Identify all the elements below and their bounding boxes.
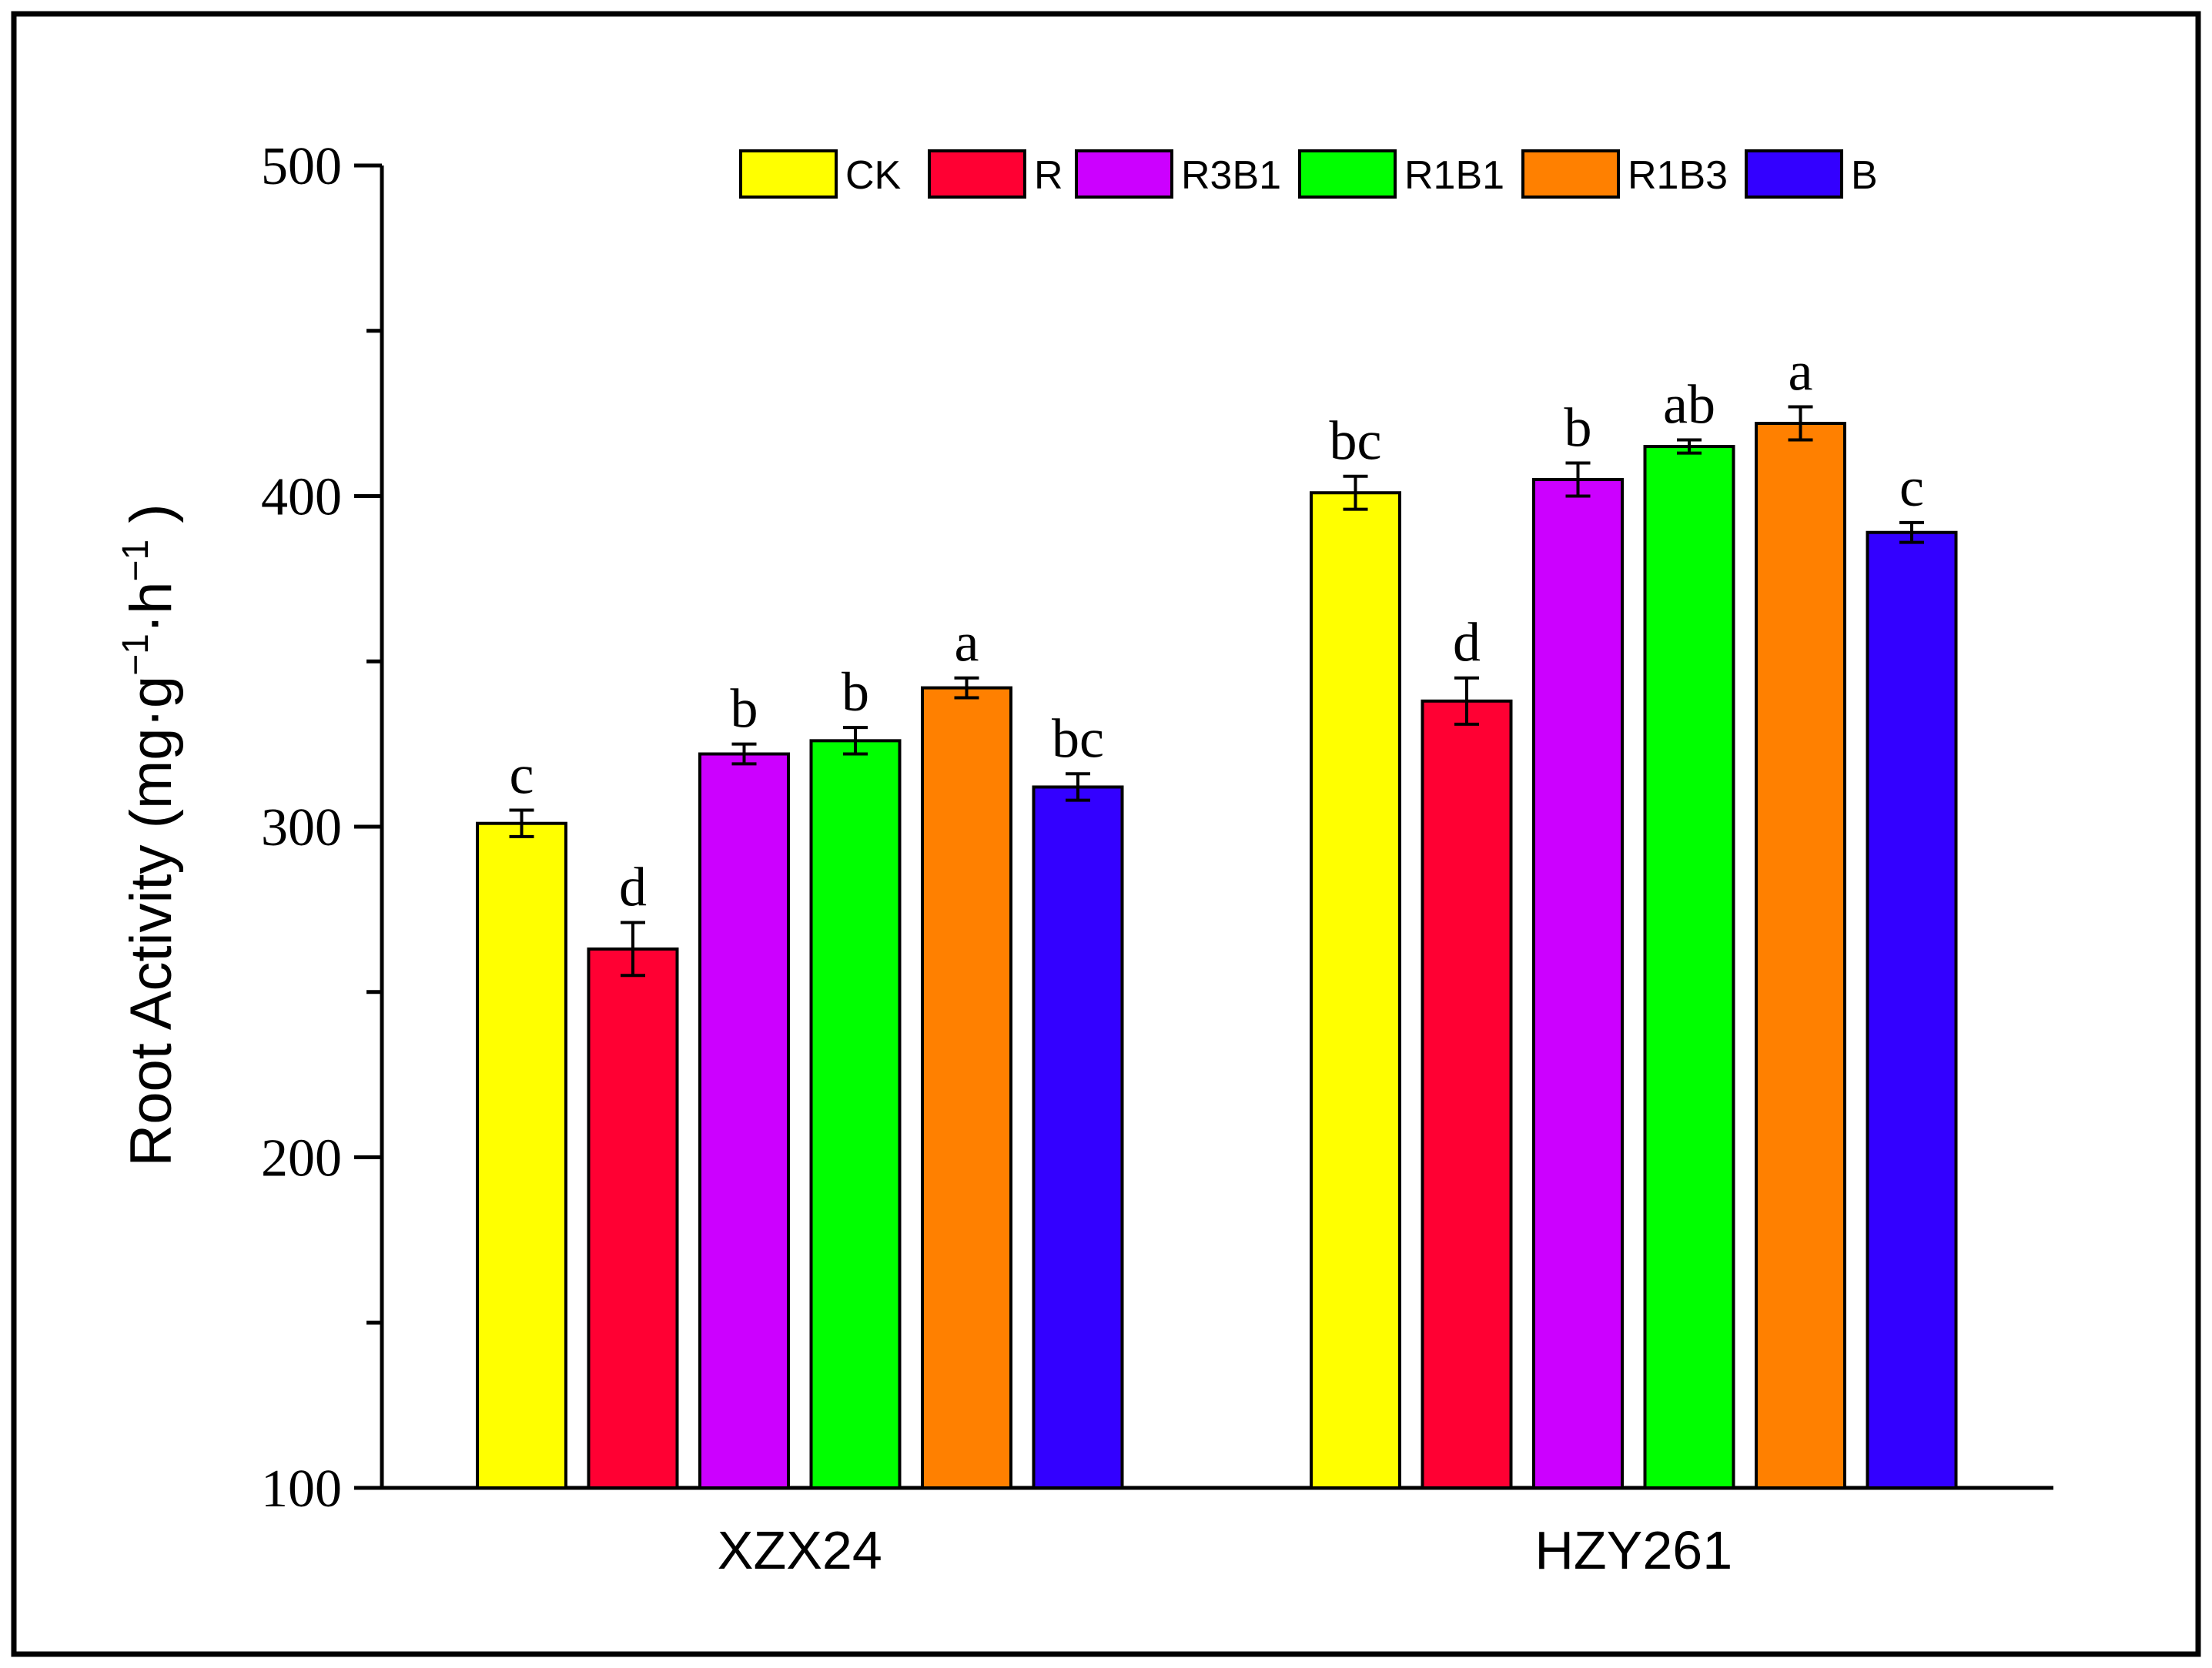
y-tick-label: 200 xyxy=(261,1129,342,1188)
bar-hzy261-r1b1 xyxy=(1643,445,1735,1490)
significance-letter-hzy261-ck: bc xyxy=(1330,410,1382,472)
y-axis-title: Root Activity (mg·g−1·h−1 ) xyxy=(115,503,184,1166)
bar-xzx24-r xyxy=(587,947,679,1490)
bar-hzy261-r3b1 xyxy=(1532,478,1624,1489)
y-tick-label: 400 xyxy=(261,468,342,527)
significance-letter-xzx24-ck: c xyxy=(510,744,534,806)
legend-swatch-r3b1 xyxy=(1075,149,1173,199)
bar-hzy261-ck xyxy=(1310,491,1401,1490)
bar-hzy261-r xyxy=(1421,699,1513,1489)
legend-swatch-b xyxy=(1745,149,1843,199)
bars: c d b b a bc bc d b ab a c xyxy=(476,341,1958,1490)
significance-letter-xzx24-r3b1: b xyxy=(731,678,758,740)
significance-letter-xzx24-r1b1: b xyxy=(842,661,869,723)
significance-letter-xzx24-r1b3: a xyxy=(955,612,979,674)
y-axis-title-sup-2: −1 xyxy=(115,540,156,582)
significance-letter-xzx24-b: bc xyxy=(1052,707,1104,769)
significance-letter-hzy261-b: c xyxy=(1899,456,1924,518)
legend: CK R R3B1 R1B1 R1B3 B xyxy=(739,149,1878,199)
significance-letter-xzx24-r: d xyxy=(619,857,647,918)
bar-xzx24-r1b1 xyxy=(809,739,902,1489)
legend-label-r1b1: R1B1 xyxy=(1404,153,1504,198)
bar-xzx24-b xyxy=(1032,785,1124,1489)
legend-swatch-r1b1 xyxy=(1298,149,1397,199)
legend-label-r: R xyxy=(1034,153,1063,198)
x-tick-label-xzx24: XZX24 xyxy=(718,1520,882,1580)
significance-letter-hzy261-r3b1: b xyxy=(1564,397,1592,459)
x-tick-label-hzy261: HZY261 xyxy=(1534,1520,1732,1580)
y-axis-title-mid: ·h xyxy=(119,582,184,634)
legend-label-b: B xyxy=(1851,153,1878,198)
y-axis: 100 200 300 400 500 xyxy=(261,137,384,1519)
legend-label-r3b1: R3B1 xyxy=(1181,153,1281,198)
legend-swatch-ck xyxy=(739,149,838,199)
bar-xzx24-r3b1 xyxy=(698,752,790,1489)
bar-xzx24-ck xyxy=(476,821,567,1489)
y-tick-label: 300 xyxy=(261,798,342,857)
significance-letter-hzy261-r: d xyxy=(1453,612,1481,674)
significance-letter-hzy261-r1b1: ab xyxy=(1663,373,1715,435)
y-tick-label: 500 xyxy=(261,137,342,196)
significance-letter-hzy261-r1b3: a xyxy=(1789,341,1813,403)
legend-swatch-r xyxy=(928,149,1026,199)
legend-label-r1b3: R1B3 xyxy=(1628,153,1728,198)
y-axis-title-prefix: Root Activity (mg·g xyxy=(119,676,184,1167)
legend-label-ck: CK xyxy=(845,153,902,198)
bar-hzy261-r1b3 xyxy=(1755,422,1846,1489)
bar-hzy261-b xyxy=(1866,530,1958,1489)
legend-swatch-r1b3 xyxy=(1521,149,1620,199)
y-axis-title-suffix: ) xyxy=(119,503,184,539)
y-tick-label: 100 xyxy=(261,1459,342,1519)
y-axis-title-sup-1: −1 xyxy=(115,633,156,676)
bar-xzx24-r1b3 xyxy=(921,686,1012,1489)
